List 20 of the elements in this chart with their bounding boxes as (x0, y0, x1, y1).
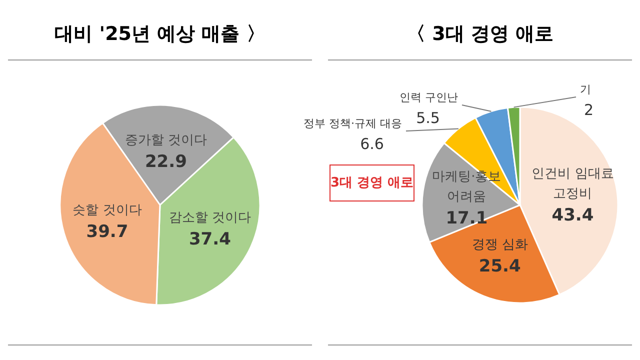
data-label: 39.7 (86, 222, 128, 242)
data-label: 25.4 (478, 256, 521, 277)
data-label: 5.5 (416, 109, 440, 127)
slice-label: 경쟁 심화 (472, 238, 528, 253)
data-label: 2 (584, 101, 594, 119)
chart-title: 〈 3대 경영 애로 (406, 23, 554, 45)
slice-label: 증가할 것이다 (124, 132, 208, 148)
data-label: 22.9 (144, 152, 187, 172)
data-label: 43.4 (552, 206, 594, 226)
data-label: 17.1 (446, 208, 488, 229)
data-label: 37.4 (188, 230, 232, 250)
text: 3대 경영 애로 (330, 176, 414, 191)
slice-label: 인력 구인난 (400, 91, 458, 104)
slice-label: 기 (580, 83, 591, 96)
slice-label: 감소할 것이다 (168, 210, 252, 226)
data-label: 6.6 (360, 135, 384, 153)
slice-label: 인건비 임대료 고정비 (532, 166, 614, 202)
slice-label: 슷할 것이다 (72, 203, 142, 218)
slice-label: 정부 정책·규제 대응 (304, 117, 402, 130)
chart-title: 대비 '25년 예상 매출 〉 (54, 23, 266, 45)
